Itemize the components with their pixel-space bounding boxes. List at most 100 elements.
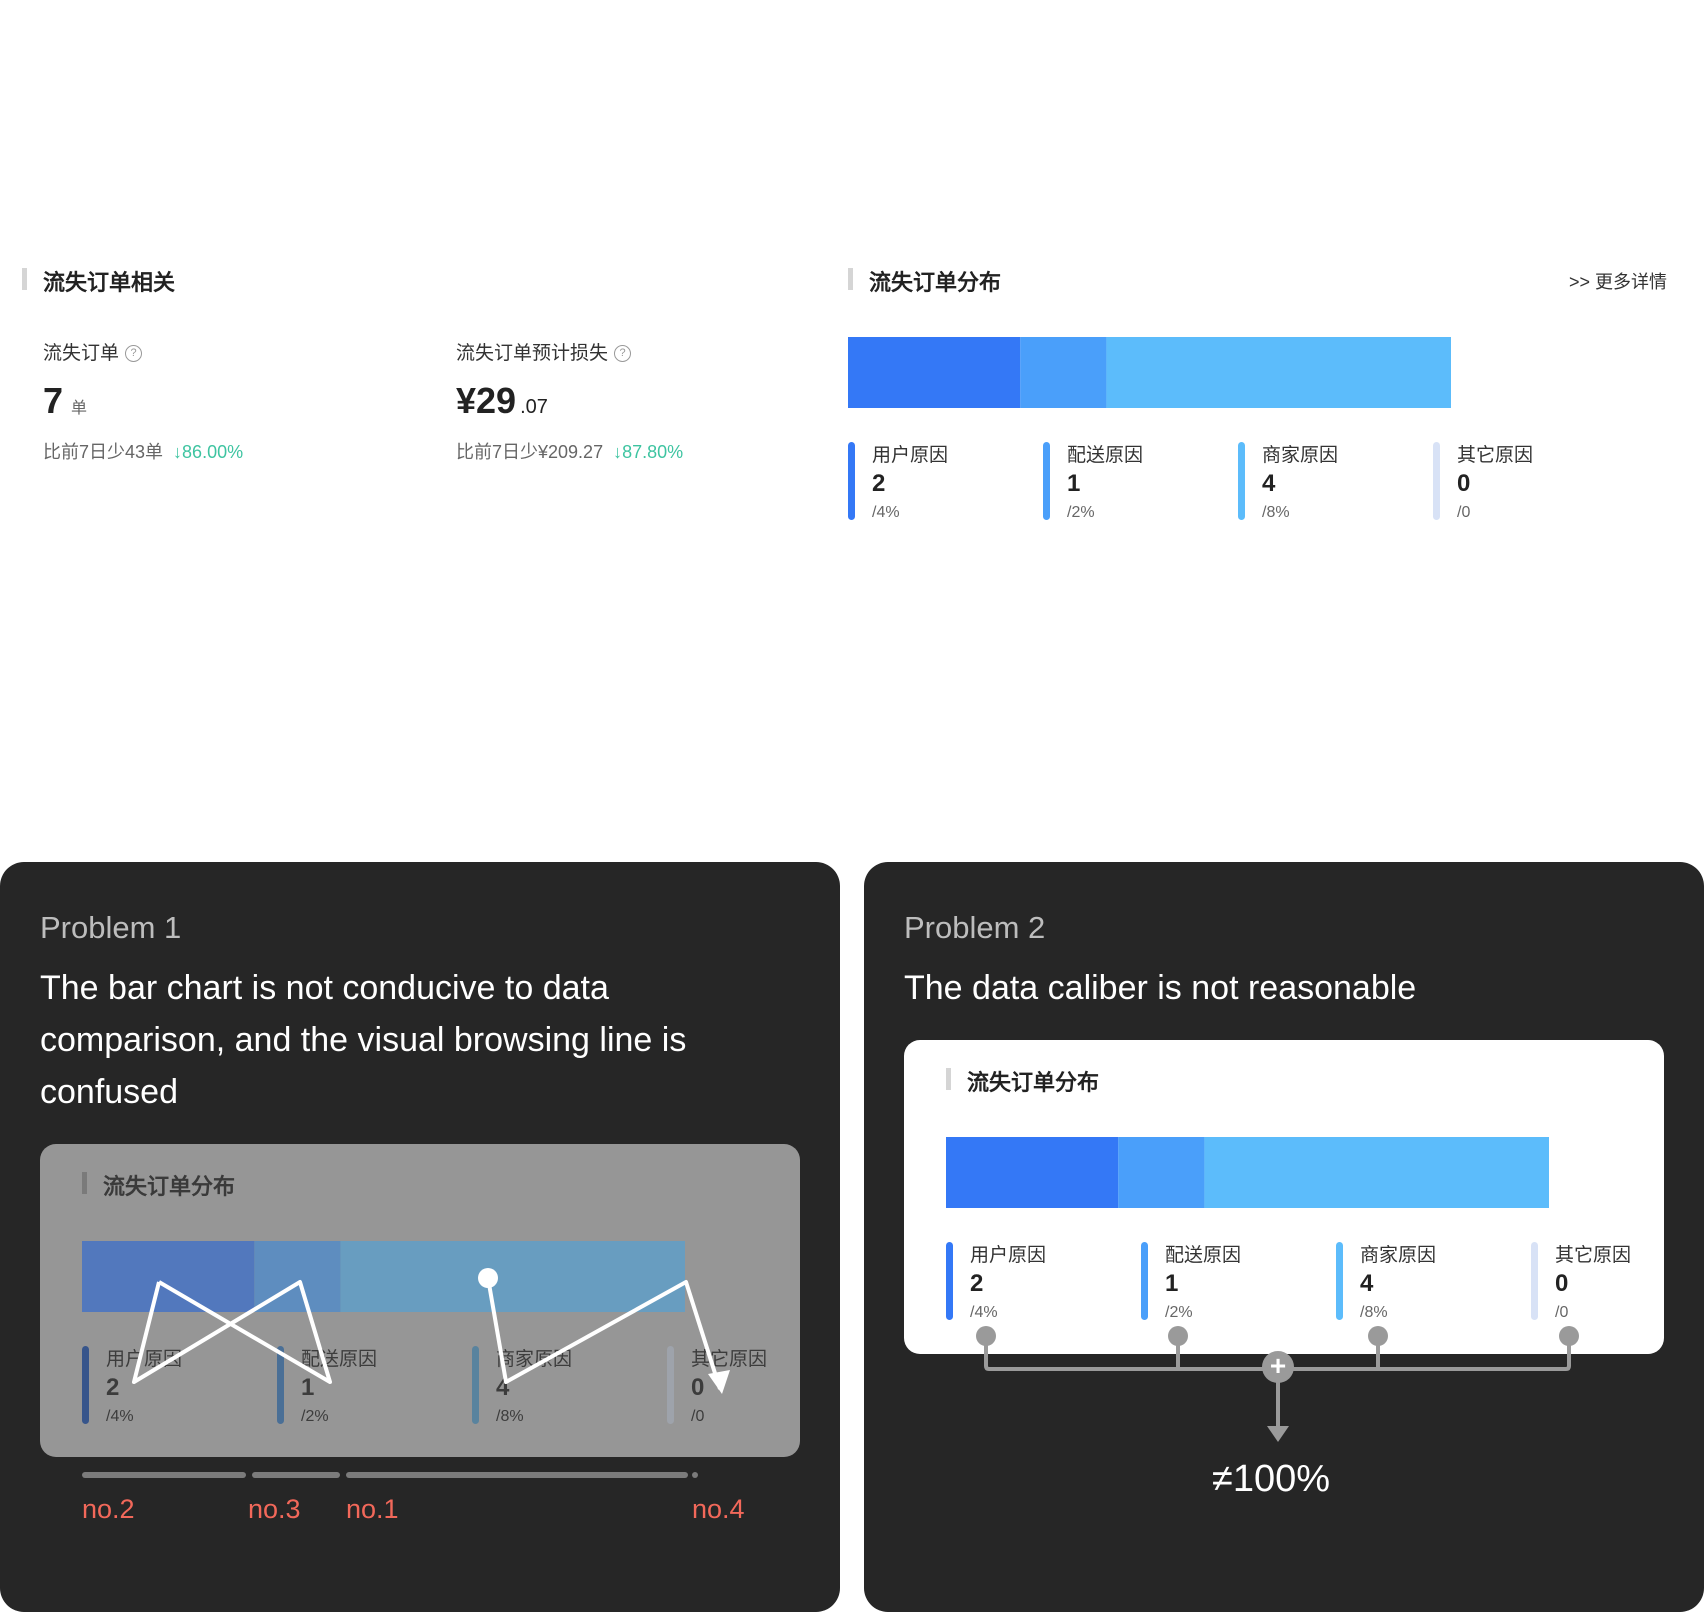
rank-line-delivery: [252, 1472, 340, 1478]
browsing-path-line: [486, 1277, 722, 1390]
section-marker: [848, 268, 853, 290]
legend-color-bar: [848, 442, 855, 520]
legend-value: 0: [1457, 470, 1471, 497]
stacked-bar-svg: [848, 337, 1451, 408]
legend-name: 商家原因: [1360, 1245, 1437, 1266]
legend-percent: /0: [691, 1408, 705, 1425]
legend-color-bar: [1141, 1242, 1148, 1320]
legend-color-bar: [1043, 442, 1050, 520]
lost-orders-label-text: 流失订单: [43, 343, 120, 364]
estimated-loss-value: ¥29.07: [456, 380, 548, 422]
legend-value: 1: [1165, 1270, 1179, 1297]
section-marker: [946, 1068, 951, 1090]
legend-name: 商家原因: [1262, 445, 1339, 466]
connector-dot: [1559, 1326, 1579, 1346]
estimated-loss-compare-text: 比前7日少¥209.27: [456, 442, 604, 462]
legend-color-bar: [946, 1242, 953, 1320]
problem2-chart-title: 流失订单分布: [967, 1070, 1100, 1095]
bar-segment-1[interactable]: [848, 337, 1021, 408]
estimated-loss-label: 流失订单预计损失?: [456, 338, 632, 365]
legend-percent: /2%: [301, 1408, 329, 1425]
estimated-loss-label-text: 流失订单预计损失: [456, 343, 609, 364]
rank-label: no.2: [82, 1494, 135, 1524]
stacked-bar-svg: [82, 1241, 685, 1312]
distribution-section-title: 流失订单分布: [869, 270, 1002, 295]
bar-segment-1[interactable]: [946, 1137, 1119, 1208]
legend-color-bar: [1531, 1242, 1538, 1320]
legend-percent: /4%: [970, 1304, 998, 1321]
legend-percent: /2%: [1067, 504, 1095, 521]
rank-line-other: [692, 1472, 698, 1478]
plus-circle-icon: [1262, 1351, 1294, 1383]
legend-value: 2: [970, 1270, 984, 1297]
legend-color-bar: [667, 1346, 674, 1424]
bar-segment-1[interactable]: [82, 1241, 255, 1312]
legend-value: 0: [691, 1374, 705, 1401]
distribution-chart-problem1: 用户原因 2/4% 配送原因 1/2% 商家原因 4/8% 其它原因 0/0: [82, 1241, 872, 1425]
legend-value: 4: [1360, 1270, 1374, 1297]
lost-orders-unit: 单: [71, 400, 88, 417]
problem1-label: Problem 1: [40, 910, 182, 945]
browsing-path-overlay: [132, 1268, 730, 1394]
lost-orders-section-title: 流失订单相关: [43, 270, 176, 295]
legend-name: 其它原因: [1457, 445, 1534, 466]
problem1-chart-title: 流失订单分布: [103, 1174, 236, 1199]
legend-name: 配送原因: [1165, 1245, 1242, 1266]
help-icon[interactable]: ?: [614, 345, 632, 363]
bar-segment-3[interactable]: [340, 1241, 685, 1312]
sum-result: ≠100%: [1212, 1458, 1331, 1500]
lost-orders-compare: 比前7日少43单 ↓86.00%: [43, 438, 243, 464]
legend-percent: /2%: [1165, 1304, 1193, 1321]
connector-dot: [976, 1326, 996, 1346]
legend-name: 配送原因: [1067, 445, 1144, 466]
connector-arrowhead: [1267, 1426, 1289, 1442]
legend-name: 其它原因: [1555, 1245, 1632, 1266]
path-start-dot: [478, 1268, 498, 1288]
legend-percent: /8%: [1360, 1304, 1388, 1321]
legend-value: 1: [1067, 470, 1081, 497]
bar-segment-3[interactable]: [1106, 337, 1451, 408]
legend-value: 4: [1262, 470, 1276, 497]
more-details-link[interactable]: >> 更多详情: [1569, 272, 1668, 292]
problem2-label: Problem 2: [904, 910, 1046, 945]
bar-segment-2[interactable]: [1020, 337, 1107, 408]
bar-segment-2[interactable]: [1118, 1137, 1205, 1208]
legend-value: 0: [1555, 1270, 1569, 1297]
distribution-chart-top: 用户原因 2/4% 配送原因 1/2% 商家原因 4/8% 其它原因 0/0: [848, 337, 1638, 521]
distribution-chart-problem2: 用户原因 2/4% 配送原因 1/2% 商家原因 4/8% 其它原因 0/0: [946, 1137, 1704, 1321]
rank-line-user: [82, 1472, 246, 1478]
legend-percent: /4%: [872, 504, 900, 521]
plus-icon: +: [1269, 1350, 1287, 1381]
legend-value: 2: [106, 1374, 120, 1401]
rank-label: no.3: [248, 1494, 301, 1524]
legend-percent: /8%: [1262, 504, 1290, 521]
legend-percent: /8%: [496, 1408, 524, 1425]
lost-orders-compare-text: 比前7日少43单: [43, 442, 164, 462]
estimated-loss-compare: 比前7日少¥209.27 ↓87.80%: [456, 438, 683, 464]
legend-value: 2: [872, 470, 886, 497]
lost-orders-trend: ↓86.00%: [173, 442, 244, 462]
legend-percent: /0: [1555, 1304, 1569, 1321]
legend-color-bar: [1336, 1242, 1343, 1320]
help-icon[interactable]: ?: [125, 345, 143, 363]
estimated-loss-trend: ↓87.80%: [613, 442, 684, 462]
legend-color-bar: [1433, 442, 1440, 520]
rank-label: no.1: [346, 1494, 399, 1524]
legend-color-bar: [472, 1346, 479, 1424]
legend-value: 1: [301, 1374, 315, 1401]
connector-dot: [1168, 1326, 1188, 1346]
browsing-path-line: [132, 1280, 332, 1384]
problem2-title: The data caliber is not reasonable: [904, 969, 1417, 1007]
legend-color-bar: [277, 1346, 284, 1424]
lost-orders-number: 7: [43, 380, 64, 421]
section-marker: [22, 268, 27, 290]
sum-connector: [976, 1326, 1579, 1442]
bar-segment-3[interactable]: [1204, 1137, 1549, 1208]
estimated-loss-number: ¥29: [456, 380, 517, 421]
estimated-loss-decimal: .07: [520, 396, 548, 418]
legend-percent: /0: [1457, 504, 1471, 521]
path-arrowhead: [708, 1370, 730, 1394]
legend-color-bar: [82, 1346, 89, 1424]
section-marker: [82, 1172, 87, 1194]
